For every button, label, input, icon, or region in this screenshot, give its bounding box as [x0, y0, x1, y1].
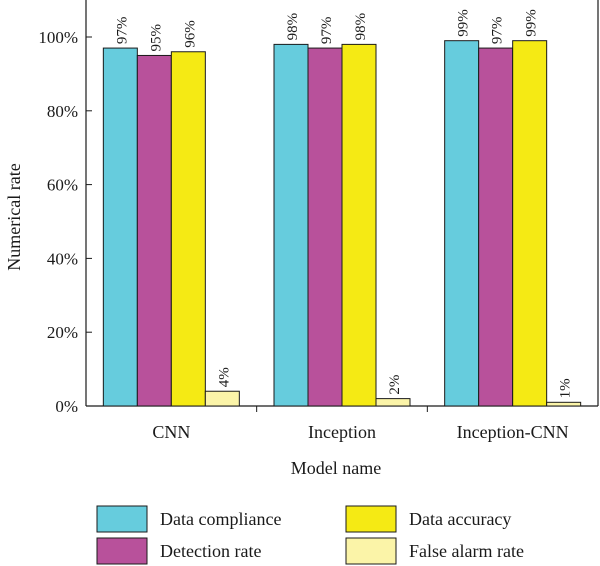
y-axis-title: Numerical rate: [4, 163, 24, 270]
y-tick-label: 80%: [47, 102, 78, 121]
bar-false-alarm-rate: [204, 390, 240, 407]
legend-swatch: [345, 537, 397, 565]
bar-data-compliance: [102, 47, 138, 407]
bar-data-compliance: [444, 40, 480, 407]
legend-label: Data compliance: [160, 509, 281, 529]
legend-label: Detection rate: [160, 541, 261, 561]
bar-false-alarm-rate: [546, 401, 582, 407]
legend-swatch: [96, 537, 148, 565]
legend-item: False alarm rate: [345, 537, 524, 565]
bar-data-accuracy: [341, 43, 377, 407]
x-axis-title: Model name: [291, 458, 381, 478]
legend: Data compliance Data accuracy Detection ra…: [96, 505, 524, 565]
legend-label: False alarm rate: [409, 541, 524, 561]
bar-data-accuracy: [512, 40, 548, 407]
data-label: 97%: [319, 17, 335, 45]
legend-swatch: [96, 505, 148, 533]
data-label: 1%: [558, 378, 574, 398]
data-label: 99%: [456, 9, 472, 37]
data-label: 95%: [148, 24, 164, 52]
data-label: 2%: [387, 375, 403, 395]
y-tick-label: 100%: [38, 28, 78, 47]
bar-series-group: [102, 40, 582, 407]
bar-false-alarm-rate: [375, 398, 411, 407]
y-axis: 0% 20% 40% 60% 80% 100%: [38, 28, 92, 416]
data-label: 99%: [524, 9, 540, 37]
data-label: 98%: [353, 13, 369, 41]
bar-detection-rate: [478, 47, 514, 407]
y-tick-label: 20%: [47, 323, 78, 342]
x-axis: CNN Inception Inception-CNN: [152, 406, 569, 442]
legend-label: Data accuracy: [409, 509, 511, 529]
data-label: 97%: [490, 17, 506, 44]
legend-item: Data compliance: [96, 505, 281, 533]
data-labels-group: 97% 95% 96% 4% 98% 97% 98% 2% 99% 97% 99% 1%: [114, 9, 573, 398]
bar-detection-rate: [307, 47, 343, 407]
bar-data-accuracy: [170, 51, 206, 407]
data-label: 4%: [216, 367, 232, 387]
y-tick-label: 60%: [47, 176, 78, 195]
y-tick-label: 40%: [47, 249, 78, 268]
data-label: 98%: [285, 13, 301, 41]
data-label: 96%: [182, 20, 198, 48]
x-tick-label: Inception-CNN: [457, 422, 569, 442]
bar-detection-rate: [136, 54, 172, 407]
y-tick-label: 0%: [55, 397, 78, 416]
bar-data-compliance: [273, 43, 309, 407]
x-tick-label: CNN: [152, 422, 190, 442]
data-label: 97%: [114, 17, 130, 45]
legend-item: Detection rate: [96, 537, 261, 565]
x-tick-label: Inception: [308, 422, 376, 442]
legend-swatch: [345, 505, 397, 533]
legend-item: Data accuracy: [345, 505, 511, 533]
